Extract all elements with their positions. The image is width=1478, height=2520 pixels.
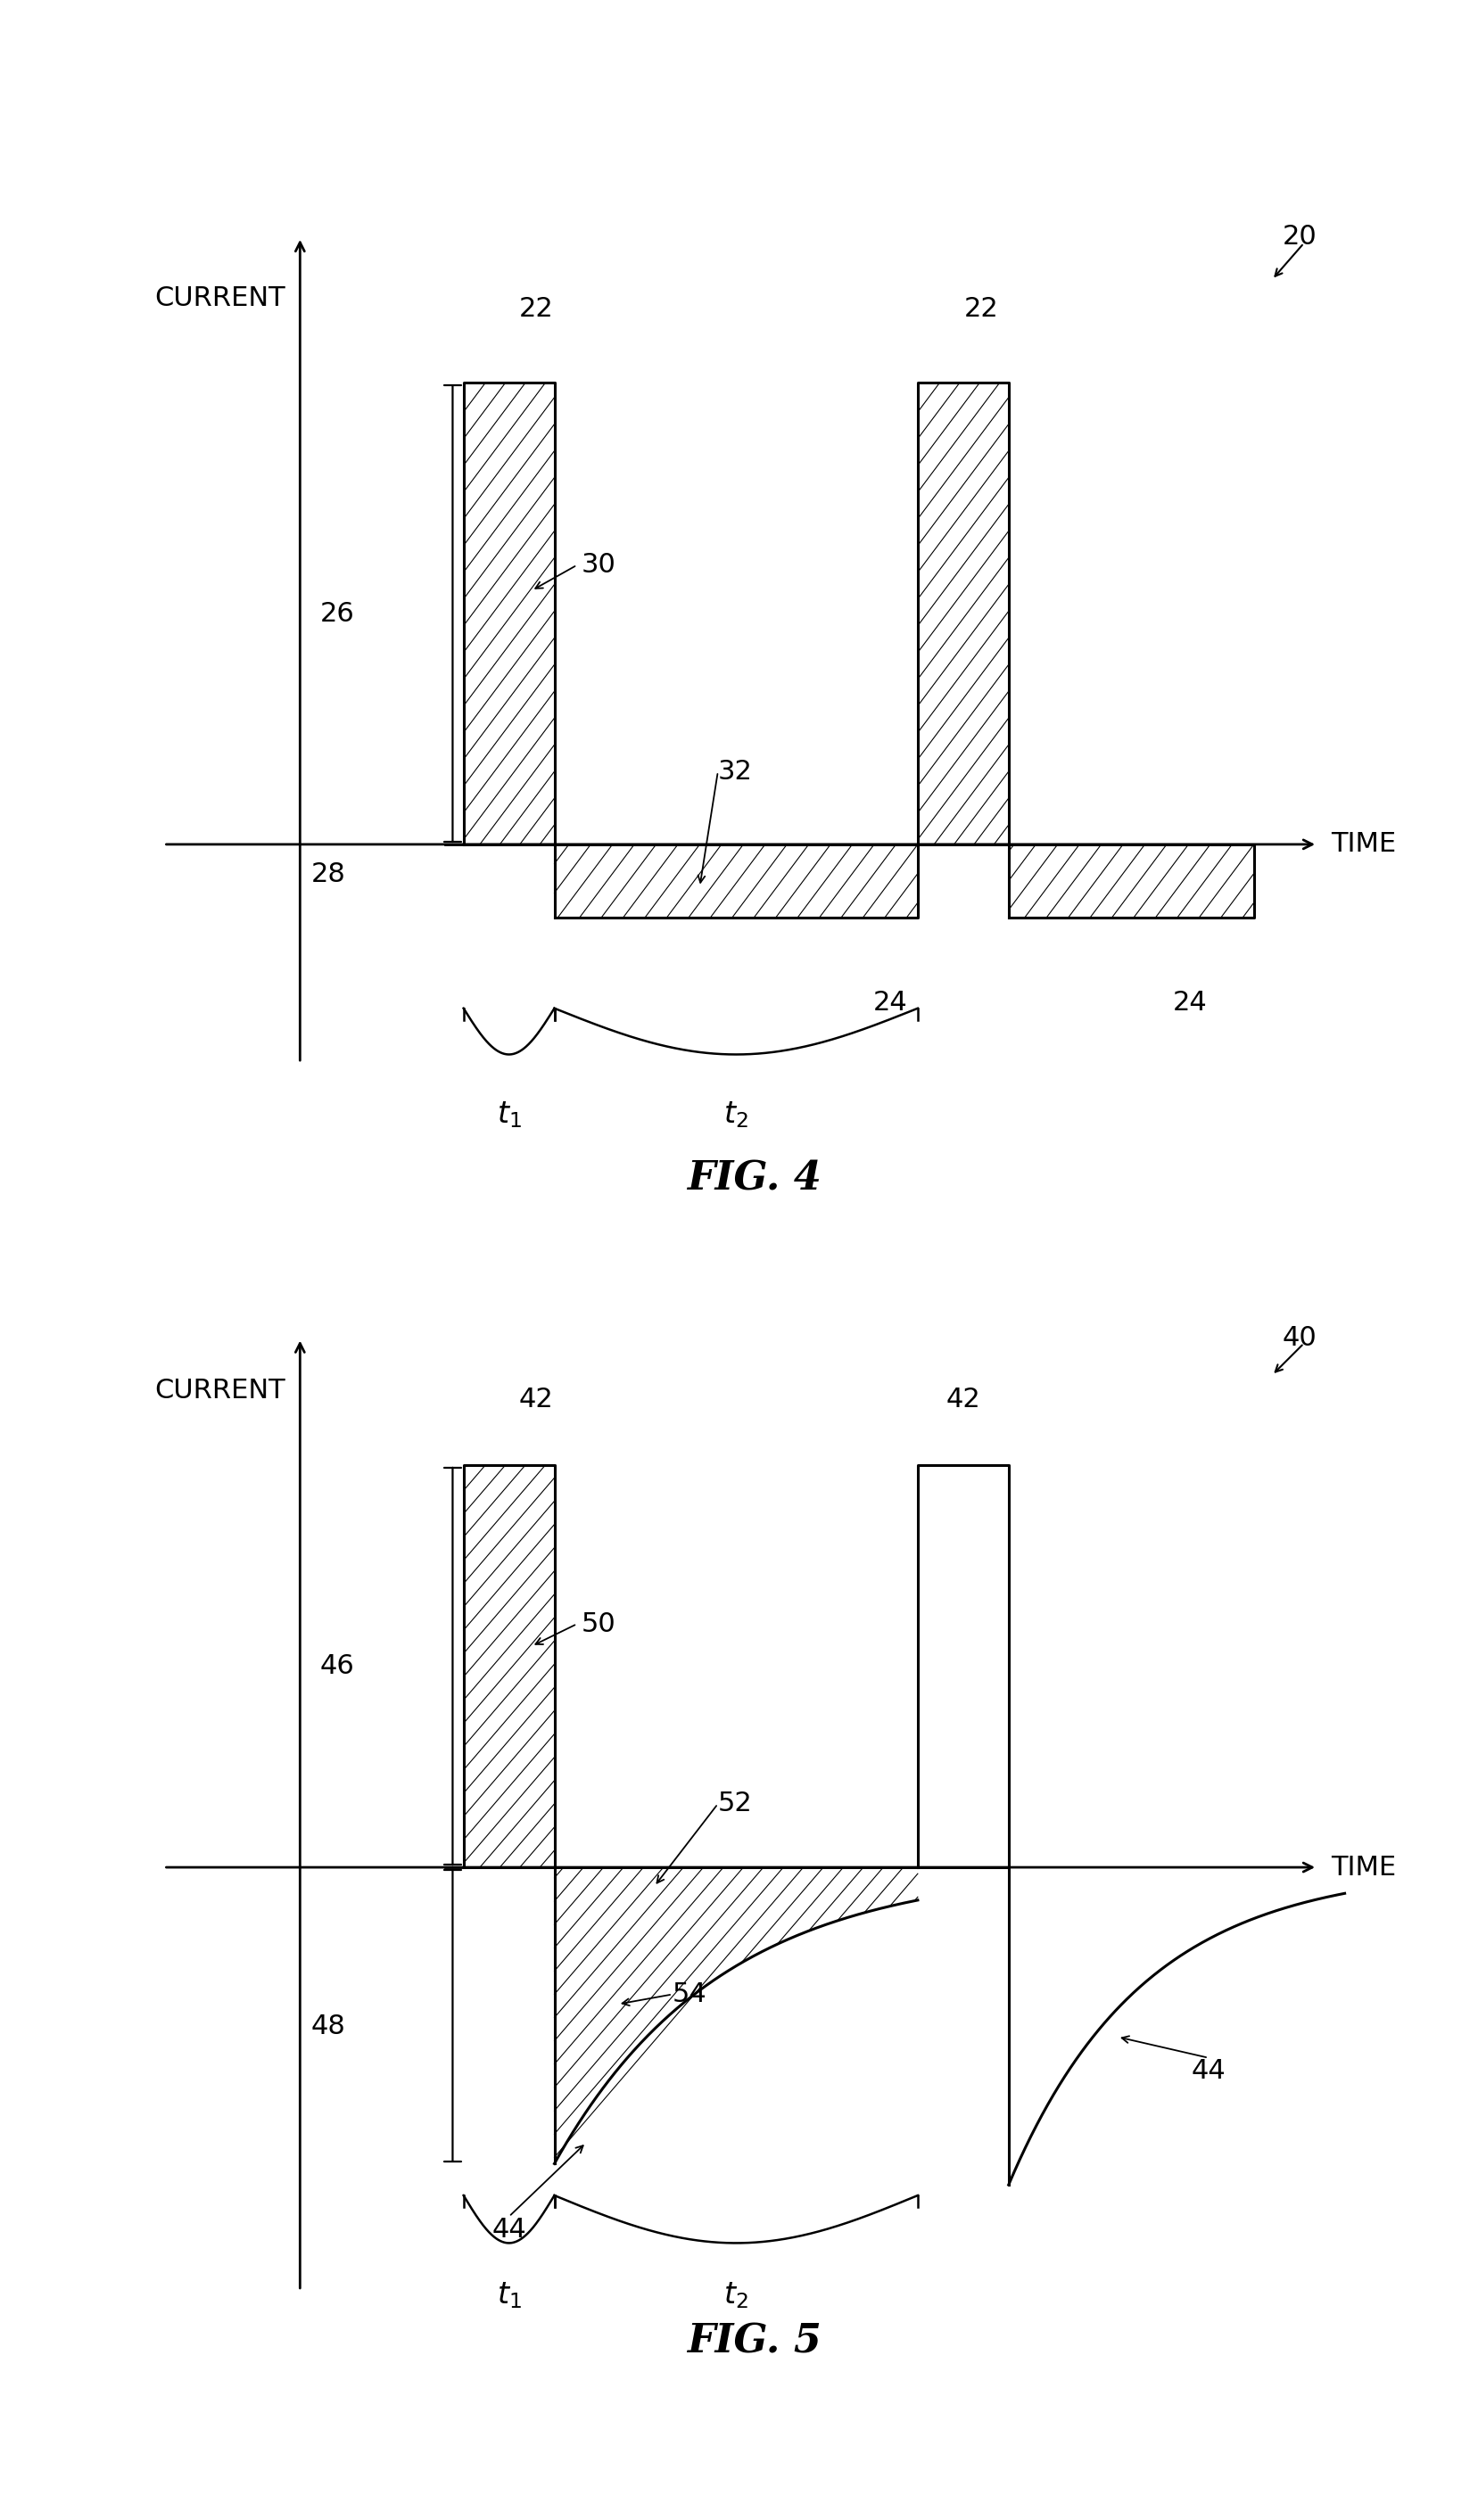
Text: 52: 52 [717, 1792, 752, 1817]
Text: 46: 46 [319, 1653, 355, 1678]
Text: 28: 28 [310, 862, 346, 887]
Text: 22: 22 [964, 297, 998, 323]
Text: FIG. 5: FIG. 5 [687, 2323, 820, 2361]
Text: CURRENT: CURRENT [155, 285, 285, 310]
Text: 48: 48 [310, 2013, 346, 2039]
Text: 50: 50 [581, 1610, 616, 1638]
Text: 44: 44 [491, 2218, 526, 2243]
Text: 40: 40 [1281, 1326, 1315, 1351]
Text: 26: 26 [319, 600, 355, 627]
Text: $t_2$: $t_2$ [723, 2281, 748, 2311]
Text: TIME: TIME [1330, 832, 1395, 857]
Text: 44: 44 [1190, 2059, 1225, 2084]
Text: $t_2$: $t_2$ [723, 1099, 748, 1129]
Text: 24: 24 [872, 990, 907, 1016]
Text: 24: 24 [1172, 990, 1208, 1016]
Text: FIG. 4: FIG. 4 [687, 1159, 820, 1200]
Text: 42: 42 [519, 1386, 553, 1411]
Text: 54: 54 [672, 1981, 706, 2008]
Text: 30: 30 [581, 552, 616, 577]
Text: TIME: TIME [1330, 1855, 1395, 1880]
Text: 32: 32 [717, 759, 752, 784]
Text: $t_1$: $t_1$ [497, 1099, 522, 1129]
Text: 22: 22 [519, 297, 553, 323]
Text: CURRENT: CURRENT [155, 1378, 285, 1404]
Text: 20: 20 [1281, 224, 1315, 249]
Text: $t_1$: $t_1$ [497, 2281, 522, 2311]
Text: 42: 42 [946, 1386, 980, 1411]
